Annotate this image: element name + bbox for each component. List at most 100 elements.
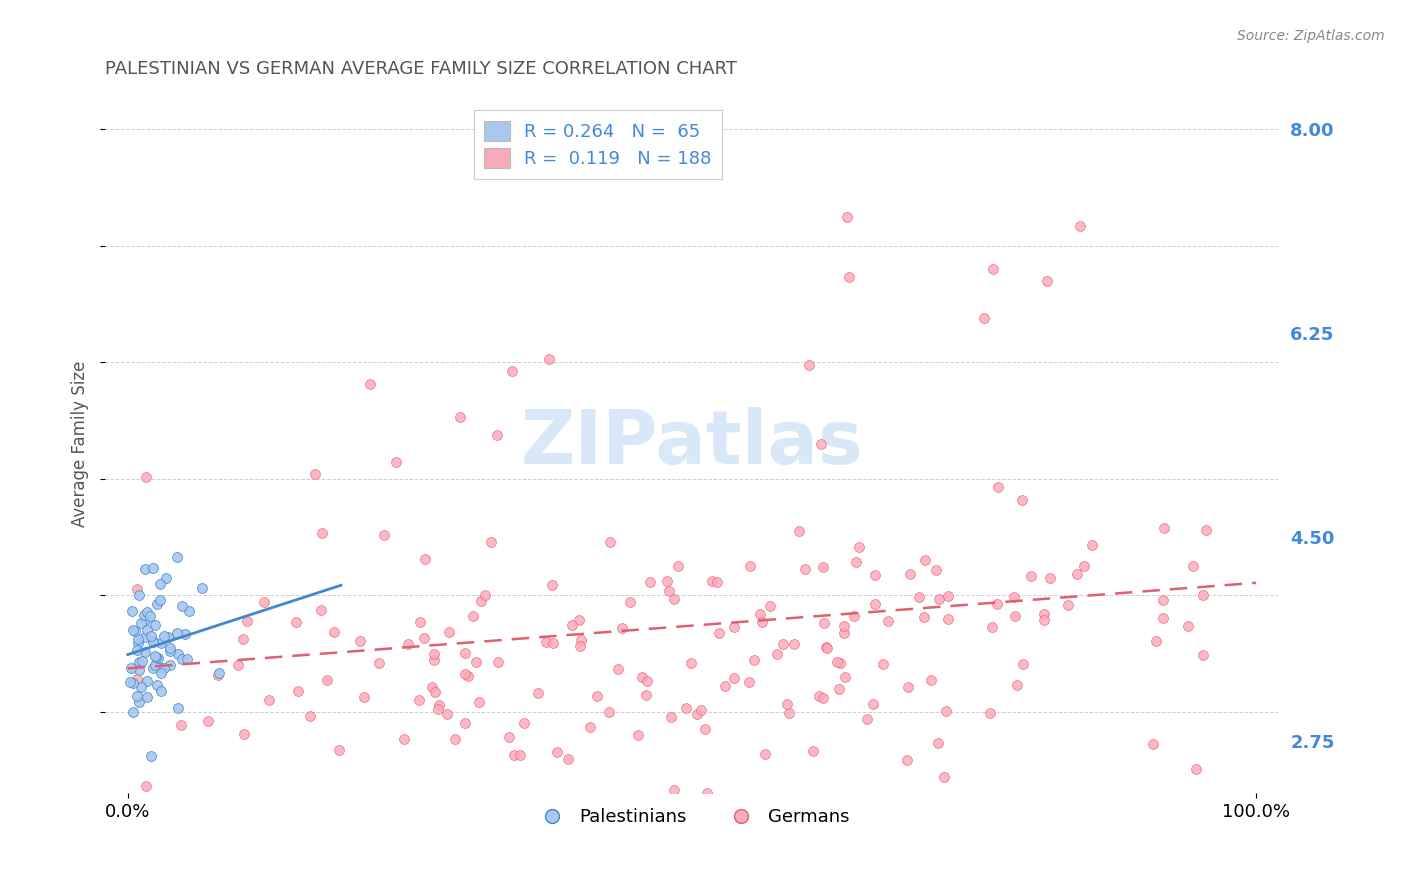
Point	[700, 574, 723, 589]
Point	[125, 643, 148, 657]
Point	[546, 746, 568, 760]
Point	[143, 657, 166, 672]
Point	[541, 636, 564, 650]
Point	[427, 698, 450, 712]
Point	[557, 752, 579, 766]
Point	[127, 673, 149, 687]
Point	[285, 615, 308, 630]
Point	[1153, 521, 1175, 535]
Point	[174, 626, 197, 640]
Point	[1002, 590, 1025, 604]
Point	[207, 667, 229, 681]
Point	[1144, 634, 1167, 648]
Point	[920, 673, 942, 688]
Point	[287, 684, 309, 698]
Point	[423, 685, 446, 699]
Point	[681, 656, 703, 670]
Point	[808, 689, 831, 703]
Point	[470, 593, 492, 607]
Point	[740, 558, 762, 573]
Point	[828, 682, 851, 697]
Point	[794, 562, 817, 576]
Point	[127, 582, 149, 596]
Point	[149, 577, 172, 591]
Point	[540, 577, 562, 591]
Point	[896, 753, 918, 767]
Point	[353, 690, 375, 705]
Point	[1005, 678, 1028, 692]
Point	[813, 560, 835, 574]
Point	[1152, 593, 1174, 607]
Point	[814, 640, 837, 655]
Point	[513, 716, 536, 731]
Point	[863, 597, 886, 611]
Point	[142, 635, 165, 649]
Point	[695, 723, 717, 737]
Point	[142, 633, 165, 648]
Point	[413, 631, 436, 645]
Point	[657, 574, 679, 588]
Point	[1177, 619, 1199, 633]
Point	[396, 637, 419, 651]
Point	[830, 656, 852, 670]
Point	[172, 652, 194, 666]
Point	[664, 783, 686, 797]
Point	[122, 624, 145, 638]
Point	[783, 638, 806, 652]
Point	[872, 657, 894, 671]
Point	[599, 535, 621, 549]
Point	[766, 647, 789, 661]
Point	[190, 581, 212, 595]
Point	[537, 351, 560, 366]
Point	[422, 652, 444, 666]
Point	[253, 594, 276, 608]
Point	[128, 655, 150, 669]
Point	[139, 609, 162, 624]
Point	[811, 691, 834, 706]
Point	[980, 620, 1002, 634]
Point	[122, 705, 145, 719]
Point	[825, 655, 848, 669]
Point	[1081, 538, 1104, 552]
Point	[420, 680, 443, 694]
Point	[1033, 607, 1056, 621]
Point	[1191, 648, 1213, 663]
Point	[569, 639, 592, 653]
Point	[534, 635, 557, 649]
Point	[121, 675, 143, 690]
Point	[233, 727, 256, 741]
Point	[166, 701, 188, 715]
Point	[120, 661, 142, 675]
Point	[139, 629, 162, 643]
Point	[486, 655, 509, 669]
Point	[925, 563, 948, 577]
Point	[392, 732, 415, 747]
Point	[568, 613, 591, 627]
Point	[1004, 609, 1026, 624]
Text: Source: ZipAtlas.com: Source: ZipAtlas.com	[1237, 29, 1385, 43]
Point	[981, 262, 1004, 277]
Point	[136, 605, 159, 619]
Point	[316, 673, 339, 687]
Point	[413, 552, 436, 566]
Point	[908, 590, 931, 604]
Point	[166, 549, 188, 564]
Point	[132, 607, 155, 622]
Point	[449, 410, 471, 425]
Point	[146, 597, 169, 611]
Point	[139, 749, 162, 764]
Point	[1039, 571, 1062, 585]
Point	[170, 599, 193, 614]
Point	[179, 604, 201, 618]
Point	[636, 674, 658, 689]
Point	[527, 686, 550, 700]
Point	[640, 575, 662, 590]
Point	[146, 678, 169, 692]
Point	[1192, 588, 1215, 602]
Point	[561, 618, 583, 632]
Point	[127, 632, 149, 647]
Point	[856, 712, 879, 726]
Point	[453, 716, 475, 731]
Point	[423, 647, 446, 661]
Point	[465, 656, 488, 670]
